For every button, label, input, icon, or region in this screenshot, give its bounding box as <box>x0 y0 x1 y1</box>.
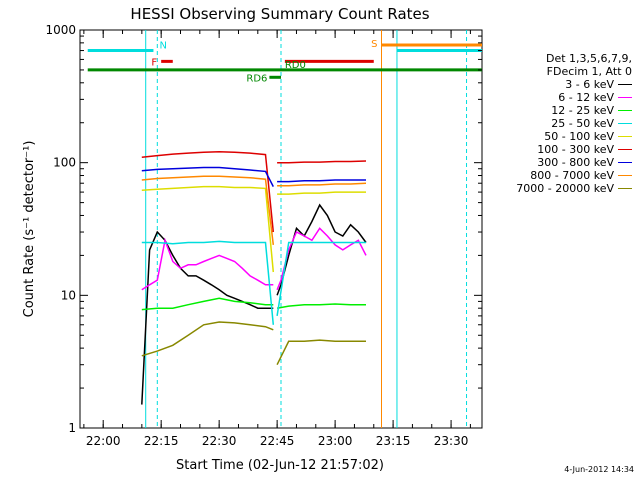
series-7000-20000-kev <box>141 321 366 366</box>
legend-entry-12-25-kev: 12 - 25 keV <box>516 104 632 117</box>
flag-bars: NF S RD0 RD6 <box>87 39 482 84</box>
legend-entry-label: 3 - 6 keV <box>565 78 614 91</box>
legend: Det 1,3,5,6,7,9, FDecim 1, Att 0 3 - 6 k… <box>516 52 632 195</box>
legend-swatch <box>618 97 632 98</box>
y-tick-label: 1000 <box>45 23 76 37</box>
legend-swatch <box>618 175 632 176</box>
series-3-6-kev <box>141 203 367 405</box>
legend-entry-label: 25 - 50 keV <box>551 117 614 130</box>
series-100-300-kev <box>141 150 367 233</box>
y-tick-label: 1 <box>68 421 76 435</box>
series-line-800-7000-kev <box>277 182 367 187</box>
series-line-7000-20000-kev <box>141 321 274 357</box>
series-line-50-100-kev <box>141 185 275 273</box>
series-line-12-25-kev <box>276 303 366 309</box>
legend-header-line-1: Det 1,3,5,6,7,9, <box>545 52 632 65</box>
legend-entry-label: 6 - 12 keV <box>558 91 614 104</box>
x-axis-label: Start Time (02-Jun-12 21:57:02) <box>176 458 384 473</box>
series-line-50-100-kev <box>277 191 366 195</box>
legend-entry-100-300-kev: 100 - 300 keV <box>516 143 632 156</box>
x-tick-label: 23:00 <box>318 434 353 448</box>
legend-swatch <box>618 123 632 124</box>
y-axis-label: Count Rate (s⁻¹ detector⁻¹) <box>22 141 37 318</box>
series-line-6-12-kev <box>276 227 367 291</box>
series-50-100-kev <box>141 185 366 273</box>
series-6-12-kev <box>141 227 367 291</box>
series-12-25-kev <box>141 297 366 311</box>
series-25-50-kev <box>141 240 366 325</box>
legend-entry-7000-20000-kev: 7000 - 20000 keV <box>516 182 632 195</box>
series-group <box>141 150 367 405</box>
legend-entry-label: 7000 - 20000 keV <box>516 182 614 195</box>
series-line-7000-20000-kev <box>276 339 366 366</box>
legend-swatch <box>618 162 632 163</box>
x-tick-label: 22:30 <box>202 434 237 448</box>
series-line-6-12-kev <box>141 237 274 291</box>
series-line-25-50-kev <box>276 241 366 317</box>
flag-label-n: N <box>159 41 166 52</box>
legend-entry-label: 12 - 25 keV <box>551 104 614 117</box>
x-tick-label: 22:00 <box>86 434 121 448</box>
legend-entry-50-100-kev: 50 - 100 keV <box>516 130 632 143</box>
flag-label-s: S <box>371 39 377 50</box>
legend-swatch <box>618 188 632 189</box>
series-300-800-kev <box>141 166 366 187</box>
legend-entry-3-6-kev: 3 - 6 keV <box>516 78 632 91</box>
legend-entry-25-50-kev: 25 - 50 keV <box>516 117 632 130</box>
legend-entry-800-7000-kev: 800 - 7000 keV <box>516 169 632 182</box>
series-line-300-800-kev <box>277 179 366 183</box>
y-axis-ticks: 1 10 100 1000 <box>45 23 482 435</box>
x-tick-label: 23:30 <box>434 434 469 448</box>
legend-header-line-2: FDecim 1, Att 0 <box>546 65 632 78</box>
legend-entry-300-800-kev: 300 - 800 keV <box>516 156 632 169</box>
vertical-markers <box>145 30 468 428</box>
chart-title: HESSI Observing Summary Count Rates <box>130 5 429 23</box>
flag-label-f: F <box>151 57 157 68</box>
legend-swatch <box>618 149 632 150</box>
series-line-300-800-kev <box>141 166 274 187</box>
flag-label-rd0: RD0 <box>285 60 306 71</box>
x-tick-label: 22:15 <box>144 434 179 448</box>
series-line-3-6-kev <box>141 230 274 405</box>
y-tick-label: 10 <box>61 288 76 302</box>
y-tick-label: 100 <box>53 156 76 170</box>
legend-entry-label: 300 - 800 keV <box>537 156 614 169</box>
flag-label-rd6: RD6 <box>246 73 267 84</box>
legend-swatch <box>618 136 632 137</box>
legend-swatch <box>618 84 632 85</box>
series-line-3-6-kev <box>276 203 367 296</box>
x-tick-label: 23:15 <box>376 434 411 448</box>
legend-entry-label: 50 - 100 keV <box>544 130 614 143</box>
series-line-25-50-kev <box>141 240 275 325</box>
series-800-7000-kev <box>141 175 367 245</box>
series-line-12-25-kev <box>141 297 274 311</box>
series-line-800-7000-kev <box>141 175 275 245</box>
legend-entry-label: 800 - 7000 keV <box>530 169 614 182</box>
series-line-100-300-kev <box>277 160 367 164</box>
legend-entries: 3 - 6 keV 6 - 12 keV 12 - 25 keV 25 - 50 ke… <box>516 78 632 195</box>
x-axis-ticks: 22:00 22:15 22:30 22:45 23:00 23:15 23:30 <box>83 30 471 448</box>
legend-entry-6-12-kev: 6 - 12 keV <box>516 91 632 104</box>
series-line-100-300-kev <box>141 150 275 233</box>
legend-swatch <box>618 110 632 111</box>
legend-entry-label: 100 - 300 keV <box>537 143 614 156</box>
timestamp: 4-Jun-2012 14:34 <box>564 465 634 474</box>
x-tick-label: 22:45 <box>260 434 295 448</box>
